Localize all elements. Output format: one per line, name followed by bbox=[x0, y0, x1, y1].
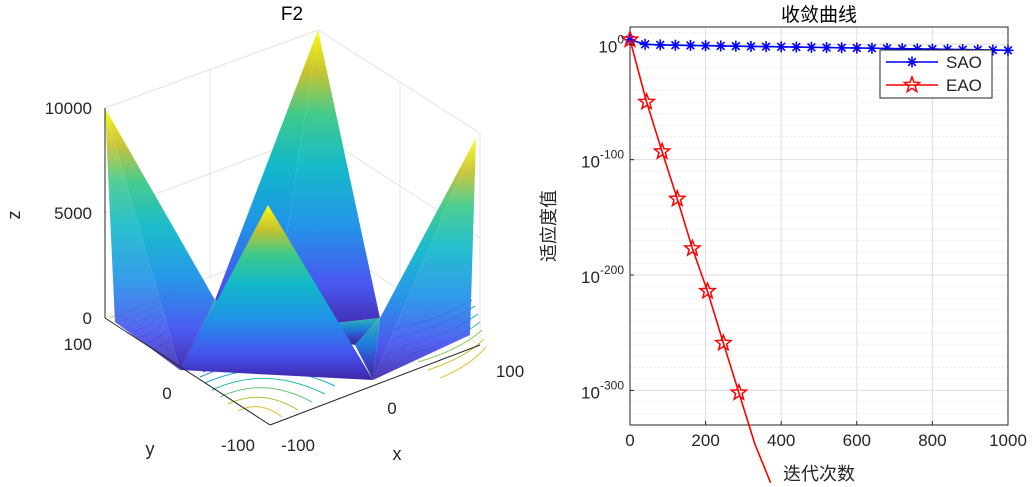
data-point-sao bbox=[775, 41, 787, 53]
x-tick-labels: -100 0 100 bbox=[281, 362, 524, 455]
x-tick-labels: 0 200 400 600 800 1000 bbox=[625, 421, 1027, 450]
x-tick-label: 0 bbox=[387, 399, 396, 418]
y-tick-label: 10-300 bbox=[581, 378, 624, 402]
legend-label-sao: SAO bbox=[946, 53, 982, 72]
legend-marker-sao bbox=[906, 56, 918, 68]
y-tick-label: 100 bbox=[598, 32, 624, 56]
convergence-plot: 0 200 400 600 800 1000 10010-10010-20010-300 … bbox=[539, 4, 1027, 485]
data-point-eao bbox=[667, 188, 687, 208]
plot-frame bbox=[629, 26, 1009, 426]
data-point-eao bbox=[697, 281, 718, 300]
data-point-eao bbox=[682, 238, 703, 257]
y-tick-label: 10-100 bbox=[581, 148, 624, 172]
x-axis-label: x bbox=[393, 444, 402, 464]
y-tick-label: -100 bbox=[221, 436, 255, 455]
z-tick-labels: 10000 5000 0 bbox=[45, 99, 92, 328]
legend-marker bbox=[906, 56, 918, 68]
x-tick-label: 600 bbox=[843, 431, 871, 450]
legend-marker bbox=[902, 74, 922, 94]
data-point-sao bbox=[866, 42, 878, 54]
data-point-sao bbox=[821, 42, 833, 54]
z-tick-label: 0 bbox=[83, 309, 92, 328]
data-point-sao bbox=[654, 39, 666, 51]
x-axis-label: 迭代次数 bbox=[783, 464, 855, 485]
data-point-sao bbox=[639, 38, 651, 50]
data-point-sao bbox=[745, 40, 757, 52]
legend-box bbox=[879, 49, 993, 99]
legend: SAO EAO bbox=[879, 49, 993, 99]
surface-plot: 10000 5000 0 100 0 -100 -100 0 100 F2 z … bbox=[4, 4, 524, 464]
z-tick-label: 10000 bbox=[45, 99, 92, 118]
x-tick-label: 200 bbox=[691, 431, 719, 450]
y-axis-label: y bbox=[146, 439, 155, 459]
data-point-sao bbox=[836, 42, 848, 54]
data-point-sao bbox=[730, 40, 742, 52]
data-point-eao bbox=[636, 91, 657, 111]
data-point-sao bbox=[715, 40, 727, 52]
axes-3d-front bbox=[104, 108, 481, 426]
legend-marker-eao bbox=[902, 74, 922, 94]
x-tick-label: 800 bbox=[918, 431, 946, 450]
data-point-sao bbox=[700, 40, 712, 52]
z-tick-label: 5000 bbox=[54, 204, 92, 223]
data-point-eao bbox=[729, 382, 749, 401]
x-tick-label: -100 bbox=[281, 436, 315, 455]
x-tick-label: 400 bbox=[767, 431, 795, 450]
data-point-sao bbox=[684, 39, 696, 51]
y-tick-labels: 100 0 -100 bbox=[64, 335, 255, 455]
data-point-eao bbox=[652, 141, 672, 160]
x-tick-label: 100 bbox=[496, 362, 524, 381]
x-tick-label: 1000 bbox=[989, 431, 1027, 450]
data-point-sao bbox=[790, 41, 802, 53]
series-layer bbox=[620, 29, 1014, 484]
y-tick-label: 10-200 bbox=[581, 263, 624, 287]
z-axis-label: z bbox=[4, 211, 24, 220]
surface-mesh bbox=[105, 30, 476, 380]
data-point-sao bbox=[805, 41, 817, 53]
data-point-eao bbox=[713, 333, 734, 352]
data-point-sao bbox=[1002, 44, 1014, 56]
data-point-sao bbox=[669, 39, 681, 51]
convergence-title: 收敛曲线 bbox=[781, 4, 857, 26]
x-tick-label: 0 bbox=[625, 431, 634, 450]
legend-label-eao: EAO bbox=[946, 76, 982, 95]
data-point-sao bbox=[851, 42, 863, 54]
data-point-sao bbox=[760, 41, 772, 53]
series-line-eao bbox=[629, 39, 772, 484]
surface-title: F2 bbox=[281, 4, 303, 25]
y-axis-label: 适应度值 bbox=[539, 190, 560, 262]
y-tick-label: 0 bbox=[162, 384, 171, 403]
y-tick-label: 100 bbox=[64, 335, 92, 354]
y-tick-labels: 100 10-100 10-200 10-300 bbox=[581, 32, 634, 402]
data-point-eao bbox=[620, 29, 640, 48]
